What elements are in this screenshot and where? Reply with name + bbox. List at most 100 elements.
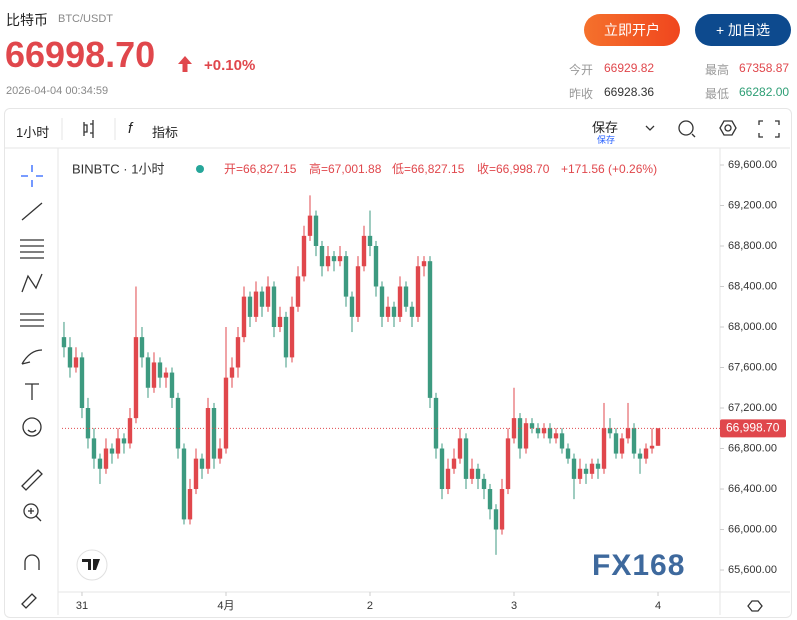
change: +0.10% <box>204 57 256 74</box>
candle-body <box>637 453 643 459</box>
open-account-button[interactable]: 立即开户 <box>584 14 680 46</box>
save-sub: 保存 <box>597 135 616 145</box>
candle-body <box>139 337 145 358</box>
candle-body <box>265 286 271 307</box>
candle-body <box>583 468 589 474</box>
candle-body <box>151 362 157 388</box>
x-tick-label: 2 <box>367 600 373 612</box>
candle-body <box>325 256 331 267</box>
candle-body <box>481 478 487 490</box>
price: 66998.70 <box>5 34 156 75</box>
candle-body <box>259 291 265 307</box>
candle-body <box>499 489 505 530</box>
watchlist-button[interactable]: + 加自选 <box>695 14 791 46</box>
candle-body <box>457 438 463 459</box>
y-tick-label: 68,800.00 <box>728 240 777 252</box>
candle-body <box>277 316 283 328</box>
candle-body <box>85 408 91 439</box>
candle-body <box>103 448 109 469</box>
stat-value: 66929.82 <box>604 61 655 75</box>
candle-body <box>307 215 313 236</box>
candle-body <box>397 286 403 317</box>
candle-body <box>643 448 649 459</box>
candle-body <box>475 468 481 479</box>
candle-body <box>463 438 469 479</box>
stat-value: 67358.87 <box>739 61 790 75</box>
candle-body <box>217 448 223 459</box>
candle-body <box>613 433 619 454</box>
candle-body <box>379 286 385 317</box>
stat-label: 今开 <box>569 63 594 77</box>
candle-body <box>145 357 151 388</box>
candle-body <box>427 261 433 398</box>
candle-body <box>253 291 259 317</box>
tv-logo <box>76 549 108 581</box>
candle-body <box>625 428 631 439</box>
candle-body <box>211 408 217 459</box>
candle-body <box>193 458 199 490</box>
y-tick-label: 65,600.00 <box>728 564 777 576</box>
ohlc-legend: 收=66,998.70 <box>477 162 550 176</box>
drawing-tools <box>20 202 763 612</box>
interval-button[interactable]: 1小时 <box>16 125 50 140</box>
watermark: FX168 <box>592 549 685 582</box>
ohlc-legend: 开=66,827.15 <box>224 162 297 176</box>
candle-body <box>301 235 307 277</box>
candle-body <box>391 306 397 317</box>
candle-body <box>79 357 85 409</box>
ohlc-legend: 低=66,827.15 <box>392 162 465 176</box>
series-name: BINBTC · 1小时 <box>72 161 164 176</box>
candle-body <box>289 306 295 358</box>
save-button[interactable]: 保存 <box>592 120 619 135</box>
candle-body <box>619 438 625 454</box>
candle-body <box>319 245 325 267</box>
candle-body <box>61 337 67 348</box>
y-tick-label: 66,800.00 <box>728 442 777 454</box>
last-price-tag <box>720 419 786 438</box>
y-tick-label: 68,400.00 <box>728 280 777 292</box>
stat-value: 66928.36 <box>604 85 655 99</box>
stat-value: 66282.00 <box>739 85 790 99</box>
candle-body <box>577 468 583 479</box>
toolbar-icons <box>83 120 780 138</box>
candle-body <box>157 362 163 378</box>
y-tick-label: 68,000.00 <box>728 321 777 333</box>
candle-body <box>631 428 637 454</box>
x-tick-label: 4 <box>655 600 661 612</box>
separators <box>5 118 790 615</box>
candle-body <box>121 438 127 444</box>
candle-body <box>595 463 601 469</box>
candle-body <box>541 428 547 434</box>
y-tick-label: 66,400.00 <box>728 483 777 495</box>
candle-body <box>67 347 73 368</box>
candle-body <box>205 408 211 469</box>
candle-body <box>421 261 427 267</box>
ohlc-legend: +171.56 (+0.26%) <box>561 162 657 176</box>
x-tick-label: 31 <box>76 600 88 612</box>
candle-body <box>367 235 373 246</box>
last-price-label: 66,998.70 <box>726 421 780 435</box>
candle-body <box>445 468 451 490</box>
candle-body <box>115 438 121 454</box>
title: 比特币 <box>6 12 48 28</box>
indicators-button[interactable]: 指标 <box>152 125 179 140</box>
candle-body <box>601 428 607 469</box>
candle-body <box>73 357 79 368</box>
candle-body <box>469 468 475 479</box>
candle-body <box>133 337 139 419</box>
candle-body <box>451 458 457 469</box>
y-tick-label: 67,200.00 <box>728 402 777 414</box>
stat-label: 最高 <box>705 63 730 77</box>
candle-body <box>181 448 187 520</box>
candle-body <box>187 489 193 520</box>
candle-body <box>385 306 391 317</box>
stat-label: 最低 <box>705 87 730 101</box>
candle-body <box>409 306 415 317</box>
symbol: BTC/USDT <box>58 13 113 25</box>
crosshair-icon <box>21 165 43 187</box>
candle-body <box>283 316 289 358</box>
status-dot <box>196 165 204 173</box>
candle-body <box>331 256 337 262</box>
candle-body <box>235 337 241 368</box>
